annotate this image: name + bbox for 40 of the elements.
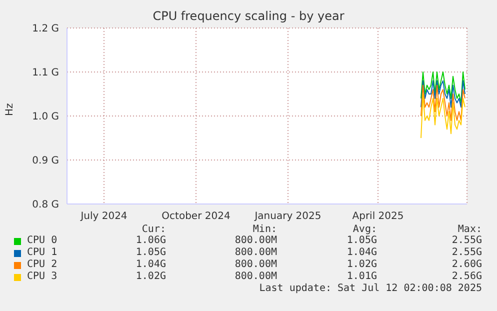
text: 800.00M xyxy=(234,247,277,258)
text: 800.00M xyxy=(234,271,277,282)
text: Max: xyxy=(458,224,482,235)
text: 1.01G xyxy=(346,271,377,282)
y-tick-label: 1.1 G xyxy=(32,68,59,79)
chart-title: CPU frequency scaling - by year xyxy=(152,9,346,23)
text: 1.02G xyxy=(136,271,166,282)
text: 2.55G xyxy=(452,235,482,246)
legend-label: CPU 2 xyxy=(27,259,58,270)
text: 1.05G xyxy=(136,247,166,258)
line-series xyxy=(420,94,466,138)
legend-label: CPU 0 xyxy=(27,235,58,246)
x-tick-label: July 2024 xyxy=(80,211,128,222)
line-series xyxy=(420,80,466,108)
text: 2.55G xyxy=(452,247,482,258)
y-tick-label: 0.8 G xyxy=(32,200,59,211)
text: 1.04G xyxy=(136,259,166,270)
text: 800.00M xyxy=(234,259,277,270)
line-series xyxy=(420,84,466,121)
text: 1.05G xyxy=(346,235,377,246)
text: Last update: Sat Jul 12 02:00:08 2025 xyxy=(259,283,482,294)
x-tick-label: January 2025 xyxy=(254,211,322,222)
x-tick-label: April 2025 xyxy=(352,211,404,222)
text: 800.00M xyxy=(234,235,277,246)
y-axis-title: Hz xyxy=(4,103,16,116)
text: 1.06G xyxy=(136,235,166,246)
legend-label: CPU 1 xyxy=(27,247,58,258)
y-tick-label: 1.0 G xyxy=(32,112,59,123)
text: 2.56G xyxy=(452,271,482,282)
text: 2.60G xyxy=(452,259,482,270)
line-series xyxy=(420,72,466,104)
x-tick-label: October 2024 xyxy=(162,211,230,222)
text: 1.04G xyxy=(346,247,377,258)
y-tick-label: 1.2 G xyxy=(32,24,59,35)
y-tick-label: 0.9 G xyxy=(32,156,59,167)
text: Avg: xyxy=(352,224,377,235)
legend-label: CPU 3 xyxy=(27,271,58,282)
text: Min: xyxy=(252,224,277,235)
text: Cur: xyxy=(142,224,166,235)
text: 1.02G xyxy=(346,259,377,270)
